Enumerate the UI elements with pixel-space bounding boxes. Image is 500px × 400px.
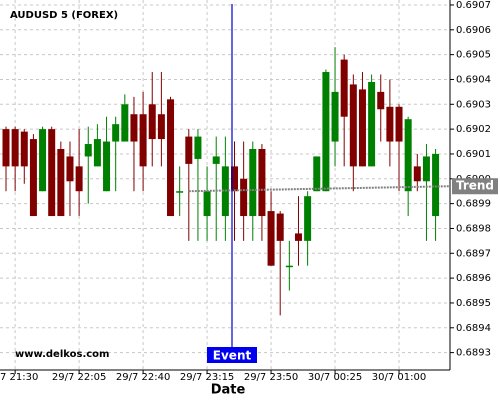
trend-label: Trend (456, 179, 494, 193)
candle-body (167, 99, 175, 217)
x-axis-title: Date (211, 383, 246, 398)
x-tick-label: 29/7 22:40 (116, 372, 170, 383)
y-tick-label: 0.6903 (456, 99, 491, 110)
candle-body (422, 156, 430, 182)
y-tick-label: 0.6898 (456, 223, 491, 234)
y-tick-label: 0.6902 (456, 124, 491, 135)
candle-body (231, 166, 238, 192)
candle-body (258, 148, 266, 217)
y-tick-label: 0.6899 (456, 199, 491, 210)
chart-title: AUDUSD 5 (FOREX) (10, 10, 118, 21)
candle-body (313, 156, 321, 192)
y-tick-label: 0.6893 (456, 348, 491, 359)
candle-body (294, 233, 302, 241)
candles (2, 47, 451, 316)
y-tick-label: 0.6897 (456, 248, 491, 259)
candle-body (11, 129, 19, 167)
candle-body (304, 196, 312, 241)
candle-body (267, 211, 275, 266)
candle-body (39, 129, 47, 192)
candle-body (148, 104, 156, 140)
candle-body (139, 114, 147, 167)
candle-body (340, 59, 348, 117)
candle-body (29, 139, 37, 217)
candle-body (285, 265, 293, 268)
candle-body (176, 191, 184, 193)
x-tick-label: 29/7 22:05 (52, 372, 106, 383)
y-tick-label: 0.6894 (456, 323, 491, 334)
x-tick-label: 29/7 23:15 (180, 372, 234, 383)
candle-body (157, 114, 165, 140)
x-tick-label: 7 21:30 (0, 372, 38, 383)
watermark: www.delkos.com (15, 349, 109, 360)
candle-body (404, 119, 412, 192)
trend-box (452, 178, 498, 195)
candle-body (130, 114, 138, 142)
candle-body (194, 136, 202, 159)
y-tick-label: 0.6904 (456, 74, 491, 85)
candle-body (20, 131, 28, 167)
y-tick-label: 0.6895 (456, 298, 491, 309)
candle-body (240, 178, 248, 217)
candle-body (203, 191, 211, 217)
candle-body (48, 129, 56, 217)
candle-body (57, 148, 65, 217)
candle-body (249, 148, 257, 217)
candle-body (358, 89, 366, 167)
candle-body (212, 156, 220, 164)
candle-body (349, 84, 357, 167)
y-tick-label: 0.6905 (456, 50, 491, 61)
x-tick-label: 30/7 00:25 (308, 372, 362, 383)
candle-body (185, 136, 193, 164)
candle-body (386, 106, 394, 142)
candle-body (276, 213, 284, 241)
candle-body (368, 81, 376, 167)
candle-body (84, 144, 92, 157)
candle-body (121, 104, 129, 142)
candle-body (112, 124, 120, 142)
event-box (207, 347, 257, 363)
candle-body (75, 166, 83, 192)
y-tick-label: 0.6906 (456, 25, 491, 36)
candle-body (66, 156, 74, 182)
candle-body (322, 72, 330, 192)
candle-body (395, 106, 403, 142)
candle-body (93, 139, 101, 167)
y-tick-label: 0.6896 (456, 273, 491, 284)
candle-body (377, 91, 385, 110)
x-tick-label: 30/7 01:00 (372, 372, 426, 383)
event-label: Event (213, 349, 252, 363)
candle-body (432, 153, 440, 217)
candle-body (413, 166, 421, 182)
candle-body (2, 129, 10, 167)
candle-body (331, 91, 339, 142)
y-tick-label: 0.6907 (456, 0, 491, 11)
candle-body (103, 141, 111, 192)
y-tick-label: 0.6901 (456, 149, 491, 160)
x-tick-label: 29/7 23:50 (244, 372, 298, 383)
